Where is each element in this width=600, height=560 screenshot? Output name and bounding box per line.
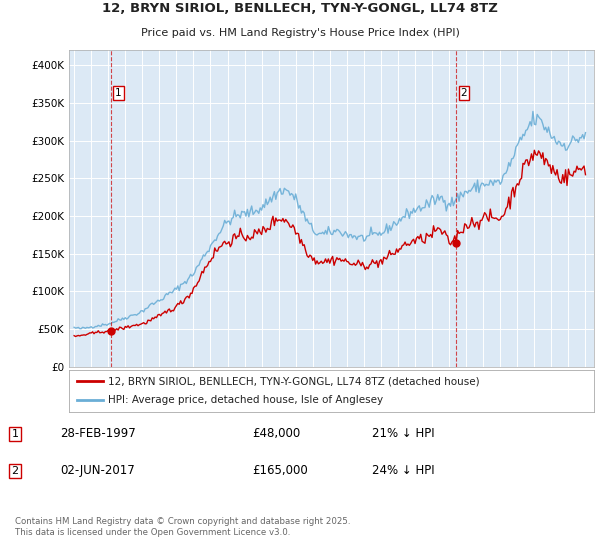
Text: 12, BRYN SIRIOL, BENLLECH, TYN-Y-GONGL, LL74 8TZ (detached house): 12, BRYN SIRIOL, BENLLECH, TYN-Y-GONGL, … — [109, 376, 480, 386]
Text: 24% ↓ HPI: 24% ↓ HPI — [372, 464, 434, 477]
Text: 1: 1 — [115, 88, 122, 98]
Text: HPI: Average price, detached house, Isle of Anglesey: HPI: Average price, detached house, Isle… — [109, 395, 383, 405]
Text: 12, BRYN SIRIOL, BENLLECH, TYN-Y-GONGL, LL74 8TZ: 12, BRYN SIRIOL, BENLLECH, TYN-Y-GONGL, … — [102, 2, 498, 15]
Text: 02-JUN-2017: 02-JUN-2017 — [60, 464, 135, 477]
Text: Contains HM Land Registry data © Crown copyright and database right 2025.
This d: Contains HM Land Registry data © Crown c… — [15, 517, 350, 536]
Text: £48,000: £48,000 — [252, 427, 300, 440]
Text: 2: 2 — [11, 466, 19, 476]
Text: 2: 2 — [461, 88, 467, 98]
Text: Price paid vs. HM Land Registry's House Price Index (HPI): Price paid vs. HM Land Registry's House … — [140, 27, 460, 38]
Text: 28-FEB-1997: 28-FEB-1997 — [60, 427, 136, 440]
Text: 1: 1 — [11, 429, 19, 439]
Text: 21% ↓ HPI: 21% ↓ HPI — [372, 427, 434, 440]
Text: £165,000: £165,000 — [252, 464, 308, 477]
